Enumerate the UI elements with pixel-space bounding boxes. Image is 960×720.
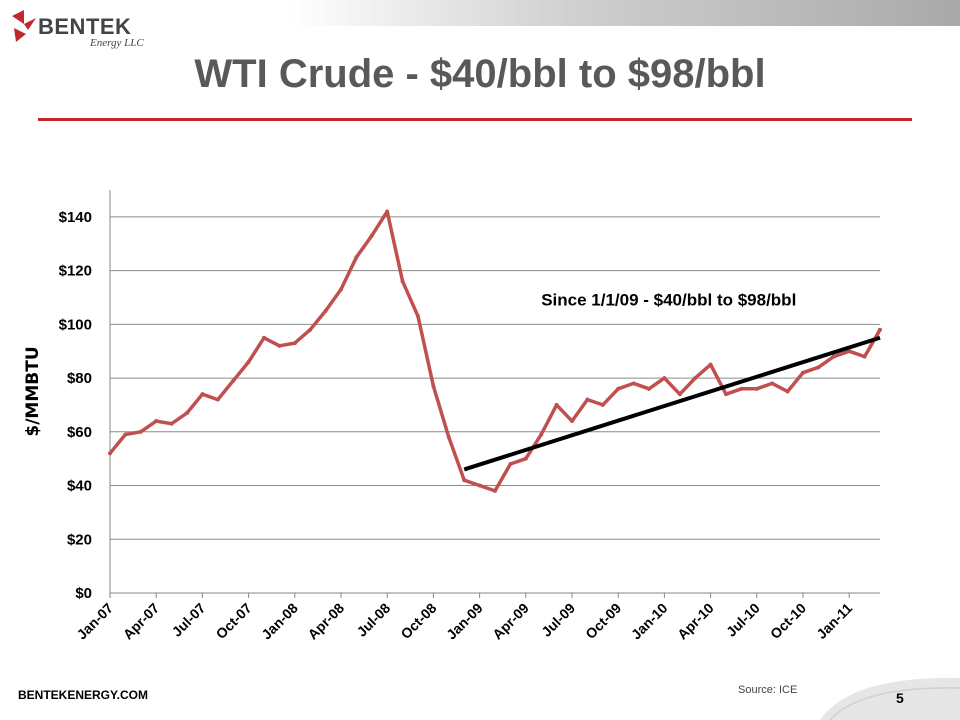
data-point	[647, 386, 651, 391]
data-point	[508, 462, 513, 467]
data-point	[154, 419, 159, 424]
data-point	[739, 386, 744, 391]
y-tick-labels: $0 $20 $40 $60 $80 $100 $120 $140	[59, 209, 92, 602]
x-tick-label: Jan-11	[813, 600, 855, 642]
y-tick-label: $140	[59, 209, 92, 226]
data-point	[523, 456, 528, 461]
page-number: 5	[896, 690, 904, 706]
x-tick-label: Apr-07	[120, 600, 163, 643]
x-tick-label: Jul-08	[353, 600, 393, 640]
data-point	[215, 397, 220, 402]
y-tick-label: $80	[67, 370, 92, 387]
data-point	[878, 327, 882, 332]
y-tick-label: $40	[67, 478, 92, 495]
footer-decoration	[820, 677, 960, 720]
x-tick-label: Jul-10	[723, 600, 763, 640]
y-tick-label: $60	[67, 424, 92, 441]
data-point	[416, 314, 420, 319]
data-point	[585, 397, 590, 402]
trend-line	[463, 335, 881, 472]
data-point	[369, 233, 374, 238]
x-tick-label: Jan-07	[73, 600, 116, 643]
data-point	[662, 376, 667, 381]
data-point	[770, 381, 775, 386]
data-point	[847, 349, 852, 354]
footer-source: Source: ICE	[738, 684, 798, 696]
data-point	[570, 419, 574, 424]
data-point	[431, 384, 436, 389]
data-point	[354, 255, 359, 260]
data-point	[539, 432, 544, 437]
data-point	[123, 432, 128, 437]
data-point	[462, 478, 467, 483]
data-point	[185, 410, 189, 415]
data-point	[308, 327, 313, 332]
data-point	[785, 389, 790, 394]
x-tick-label: Jul-09	[538, 600, 578, 640]
x-tick-label: Apr-09	[489, 600, 532, 643]
y-tick-label: $100	[59, 316, 92, 333]
title-rule	[38, 118, 912, 121]
bentek-mark-icon	[12, 10, 36, 42]
data-point	[400, 279, 405, 284]
data-point	[631, 381, 636, 386]
data-point	[677, 392, 682, 397]
x-tick-labels: Jan-07 Apr-07 Jul-07 Oct-07 Jan-08 Apr-08 Jul-…	[73, 593, 855, 642]
x-tick-label: Jan-10	[628, 600, 671, 643]
data-point	[231, 378, 236, 383]
x-tick-label: Jul-07	[169, 600, 209, 640]
data-point	[385, 209, 390, 214]
data-point	[816, 365, 821, 370]
x-tick-label: Oct-09	[582, 600, 624, 642]
data-point	[693, 376, 698, 381]
data-point	[323, 308, 328, 313]
header-banner	[0, 0, 960, 26]
data-point	[108, 451, 112, 456]
y-tick-label: $120	[59, 263, 92, 280]
data-point	[262, 335, 266, 340]
grid-lines	[110, 216, 880, 594]
y-axis-label: $/MMBTU	[23, 346, 43, 436]
y-tick-label: $0	[75, 585, 92, 602]
series-line	[108, 209, 882, 493]
logo-word: BENTEK	[38, 14, 132, 39]
data-point	[831, 354, 836, 359]
footer-website: BENTEKENERGY.COM	[18, 688, 149, 702]
bentek-logo: BENTEK Energy LLC	[4, 2, 144, 52]
data-point	[801, 370, 805, 375]
data-point	[339, 287, 343, 292]
data-point	[493, 488, 497, 493]
data-point	[600, 402, 605, 407]
data-point	[554, 402, 559, 407]
x-tick-label: Apr-08	[304, 600, 347, 643]
y-tick-label: $20	[67, 531, 92, 548]
data-point	[138, 429, 143, 434]
page-title: WTI Crude - $40/bbl to $98/bbl	[194, 52, 766, 96]
data-point	[446, 435, 451, 440]
data-point	[246, 359, 251, 364]
series-points	[108, 209, 882, 493]
x-tick-label: Jan-08	[258, 600, 301, 643]
x-tick-label: Oct-08	[397, 600, 439, 642]
data-point	[200, 392, 205, 397]
data-point	[862, 354, 867, 359]
x-tick-label: Apr-10	[674, 600, 717, 643]
data-point	[754, 386, 759, 391]
x-tick-label: Oct-07	[213, 600, 255, 642]
data-point	[292, 341, 297, 346]
data-point	[616, 386, 621, 391]
x-tick-label: Oct-10	[767, 600, 809, 642]
data-point	[477, 483, 482, 488]
data-point	[169, 421, 174, 426]
data-point	[708, 362, 713, 367]
data-point	[277, 343, 282, 348]
logo-subtext: Energy LLC	[90, 37, 144, 49]
chart-annotation: Since 1/1/09 - $40/bbl to $98/bbl	[541, 291, 796, 310]
data-point	[724, 392, 728, 397]
x-tick-label: Jan-09	[443, 600, 486, 643]
